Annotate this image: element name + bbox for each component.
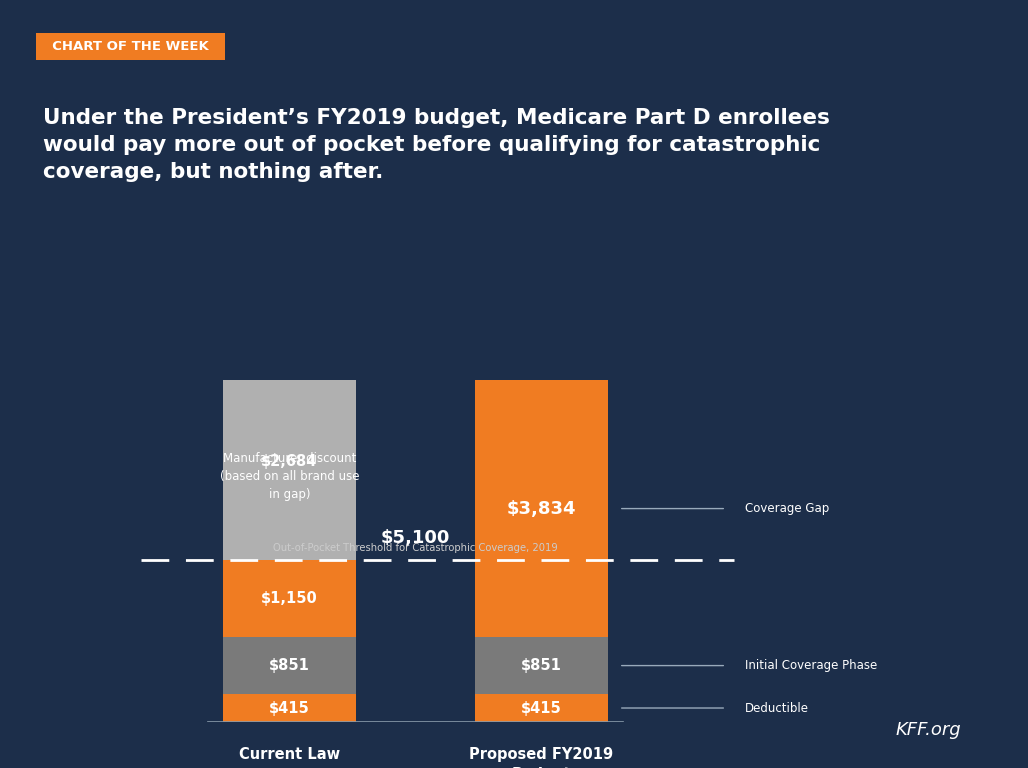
Bar xyxy=(223,694,356,722)
Text: Initial Coverage Phase: Initial Coverage Phase xyxy=(744,659,877,672)
Text: Out-of-Pocket Threshold for Catastrophic Coverage, 2019: Out-of-Pocket Threshold for Catastrophic… xyxy=(273,543,557,553)
Text: $415: $415 xyxy=(269,700,309,716)
Text: $415: $415 xyxy=(521,700,561,716)
Bar xyxy=(475,694,608,722)
Text: $2,684: $2,684 xyxy=(261,455,318,469)
Text: Proposed FY2019
Budget: Proposed FY2019 Budget xyxy=(469,747,613,768)
Bar xyxy=(223,560,356,637)
Bar xyxy=(475,380,608,637)
Text: Under the President’s FY2019 budget, Medicare Part D enrollees
would pay more ou: Under the President’s FY2019 budget, Med… xyxy=(43,108,830,182)
Text: Deductible: Deductible xyxy=(744,701,809,714)
Text: Current Law: Current Law xyxy=(238,747,340,763)
Text: $3,834: $3,834 xyxy=(507,499,576,518)
Text: $851: $851 xyxy=(521,658,561,673)
Bar xyxy=(475,637,608,694)
Text: Manufacturer discount
(based on all brand use
in gap): Manufacturer discount (based on all bran… xyxy=(220,452,359,502)
Text: KFF.org: KFF.org xyxy=(895,721,961,739)
Bar xyxy=(223,380,356,560)
Text: CHART OF THE WEEK: CHART OF THE WEEK xyxy=(43,40,218,53)
Bar xyxy=(223,637,356,694)
Text: $5,100: $5,100 xyxy=(380,528,450,547)
Text: $1,150: $1,150 xyxy=(261,591,318,606)
Text: Coverage Gap: Coverage Gap xyxy=(744,502,829,515)
Text: $851: $851 xyxy=(269,658,309,673)
